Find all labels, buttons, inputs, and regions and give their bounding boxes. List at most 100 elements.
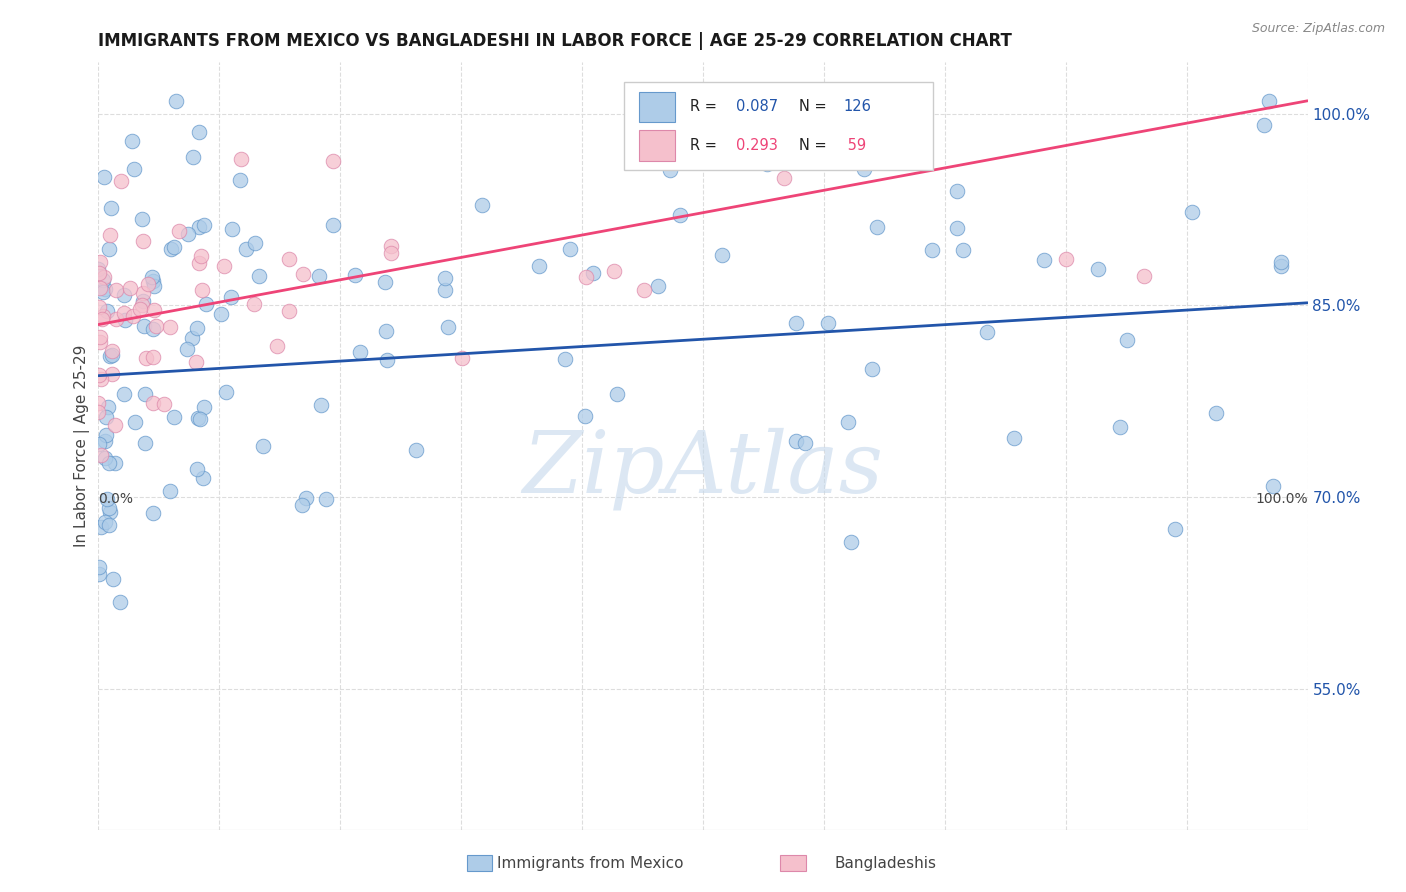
Point bbox=[633, 283, 655, 297]
Point bbox=[87, 266, 110, 280]
Point bbox=[129, 302, 152, 317]
Point bbox=[89, 255, 111, 269]
Point bbox=[235, 242, 257, 256]
Point bbox=[785, 434, 807, 448]
Point bbox=[90, 448, 112, 462]
Point bbox=[143, 278, 166, 293]
Point bbox=[89, 330, 111, 344]
Point bbox=[110, 174, 132, 188]
Point bbox=[131, 298, 153, 312]
Point bbox=[839, 535, 862, 549]
Point bbox=[1002, 431, 1025, 445]
Point bbox=[647, 278, 669, 293]
Point bbox=[134, 436, 156, 450]
Text: ZipAtlas: ZipAtlas bbox=[523, 427, 883, 510]
Point bbox=[1270, 259, 1292, 273]
Point bbox=[711, 248, 734, 262]
Point bbox=[375, 352, 398, 367]
Point bbox=[434, 271, 457, 285]
Point bbox=[575, 269, 598, 284]
Point bbox=[1181, 205, 1204, 219]
Point bbox=[658, 162, 681, 177]
Point bbox=[633, 102, 655, 116]
Point bbox=[554, 352, 576, 367]
Point bbox=[380, 245, 402, 260]
Point bbox=[866, 220, 889, 235]
Point bbox=[186, 461, 208, 475]
Text: IMMIGRANTS FROM MEXICO VS BANGLADESHI IN LABOR FORCE | AGE 25-29 CORRELATION CHA: IMMIGRANTS FROM MEXICO VS BANGLADESHI IN… bbox=[98, 32, 1012, 50]
Text: Immigrants from Mexico: Immigrants from Mexico bbox=[498, 856, 683, 871]
Point bbox=[101, 573, 124, 587]
Point bbox=[93, 169, 115, 184]
Point bbox=[96, 409, 118, 424]
Point bbox=[101, 343, 124, 358]
Point bbox=[112, 386, 135, 401]
Point bbox=[921, 243, 943, 257]
Point bbox=[142, 396, 165, 410]
Point bbox=[97, 400, 120, 414]
Point bbox=[1270, 254, 1292, 268]
Point bbox=[231, 152, 253, 166]
Point bbox=[142, 506, 165, 520]
Point bbox=[134, 387, 156, 401]
Point bbox=[176, 342, 198, 356]
Point bbox=[194, 297, 217, 311]
Point bbox=[114, 313, 136, 327]
Point bbox=[322, 154, 344, 169]
Text: R =: R = bbox=[690, 137, 721, 153]
Point bbox=[344, 268, 367, 282]
Point bbox=[1205, 407, 1227, 421]
Point bbox=[142, 350, 165, 364]
Point bbox=[89, 560, 111, 574]
Point bbox=[90, 520, 112, 534]
Point bbox=[349, 345, 371, 359]
Text: 0.087: 0.087 bbox=[735, 99, 778, 114]
Point bbox=[437, 319, 460, 334]
Point bbox=[89, 300, 111, 314]
Point bbox=[219, 290, 242, 304]
Point bbox=[121, 310, 143, 324]
Point bbox=[98, 518, 121, 533]
Point bbox=[193, 401, 215, 415]
Point bbox=[132, 234, 155, 248]
Point bbox=[96, 491, 118, 506]
Point bbox=[112, 306, 135, 320]
Point bbox=[1261, 479, 1284, 493]
Point bbox=[277, 252, 299, 266]
Point bbox=[177, 227, 200, 241]
Text: 59: 59 bbox=[844, 137, 866, 153]
Point bbox=[163, 409, 186, 424]
Point bbox=[89, 334, 111, 349]
Point bbox=[97, 456, 120, 470]
Point bbox=[668, 208, 690, 222]
Point bbox=[101, 348, 124, 362]
Point bbox=[1108, 420, 1130, 434]
Point bbox=[132, 293, 155, 308]
Point bbox=[87, 262, 110, 277]
Point bbox=[96, 304, 118, 318]
Point bbox=[96, 428, 118, 442]
Point bbox=[315, 491, 337, 506]
Point bbox=[773, 171, 796, 186]
Point bbox=[104, 418, 127, 433]
Text: N =: N = bbox=[799, 99, 831, 114]
Point bbox=[291, 267, 314, 281]
Point bbox=[1115, 334, 1137, 348]
Point bbox=[380, 239, 402, 253]
Point bbox=[862, 362, 884, 376]
Point bbox=[295, 491, 318, 505]
Point bbox=[100, 202, 122, 216]
Point bbox=[104, 456, 127, 470]
Point bbox=[1032, 253, 1054, 268]
Point bbox=[1132, 268, 1154, 283]
Point bbox=[214, 384, 236, 399]
Point bbox=[98, 242, 121, 256]
Point bbox=[221, 221, 243, 235]
Text: Bangladeshis: Bangladeshis bbox=[835, 856, 936, 871]
Point bbox=[159, 483, 181, 498]
Point bbox=[606, 386, 628, 401]
Point bbox=[374, 275, 396, 289]
Point bbox=[186, 321, 208, 335]
Text: 0.293: 0.293 bbox=[735, 137, 778, 153]
Point bbox=[165, 94, 187, 108]
